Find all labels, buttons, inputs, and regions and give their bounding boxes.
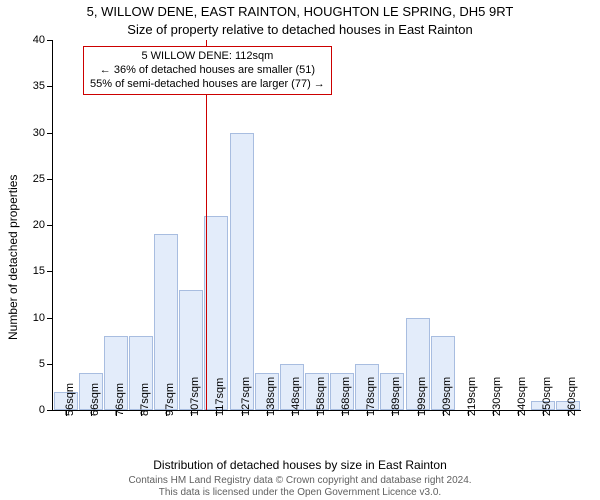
y-tick-label: 15 xyxy=(33,265,45,277)
x-tick-label: 158sqm xyxy=(315,377,327,416)
callout-line: 5 WILLOW DENE: 112sqm xyxy=(90,50,325,64)
x-tick-label: 138sqm xyxy=(265,377,277,416)
callout-line: 55% of semi-detached houses are larger (… xyxy=(90,78,325,92)
y-tick xyxy=(47,40,53,41)
x-tick-label: 240sqm xyxy=(516,377,528,416)
x-tick-label: 66sqm xyxy=(89,383,101,416)
footer-line-1: Contains HM Land Registry data © Crown c… xyxy=(128,475,471,486)
x-tick-label: 97sqm xyxy=(164,383,176,416)
x-tick-label: 107sqm xyxy=(189,377,201,416)
chart-container: 5, WILLOW DENE, EAST RAINTON, HOUGHTON L… xyxy=(0,0,600,500)
y-tick xyxy=(47,318,53,319)
y-tick-label: 20 xyxy=(33,219,45,231)
y-axis-label: Number of detached properties xyxy=(6,175,20,340)
y-tick-label: 10 xyxy=(33,312,45,324)
x-tick-label: 168sqm xyxy=(340,377,352,416)
x-tick-label: 199sqm xyxy=(416,377,428,416)
footer-line-2: This data is licensed under the Open Gov… xyxy=(159,487,441,498)
reference-line xyxy=(206,40,207,410)
y-tick-label: 35 xyxy=(33,80,45,92)
x-tick-label: 189sqm xyxy=(390,377,402,416)
x-tick-label: 260sqm xyxy=(566,377,578,416)
y-tick-label: 5 xyxy=(39,358,45,370)
chart-subtitle: Size of property relative to detached ho… xyxy=(0,22,600,37)
x-tick-label: 230sqm xyxy=(491,377,503,416)
y-tick-label: 30 xyxy=(33,127,45,139)
x-tick-label: 219sqm xyxy=(466,377,478,416)
chart-title: 5, WILLOW DENE, EAST RAINTON, HOUGHTON L… xyxy=(0,4,600,19)
y-tick-label: 40 xyxy=(33,34,45,46)
x-tick-label: 127sqm xyxy=(240,377,252,416)
y-tick xyxy=(47,86,53,87)
y-tick-label: 0 xyxy=(39,404,45,416)
bar xyxy=(230,133,254,411)
x-tick-label: 56sqm xyxy=(64,383,76,416)
x-axis-label: Distribution of detached houses by size … xyxy=(0,458,600,472)
reference-callout: 5 WILLOW DENE: 112sqm← 36% of detached h… xyxy=(83,46,332,95)
y-tick xyxy=(47,225,53,226)
x-tick-label: 209sqm xyxy=(441,377,453,416)
x-tick-label: 76sqm xyxy=(114,383,126,416)
y-tick xyxy=(47,364,53,365)
plot-area: 051015202530354056sqm66sqm76sqm87sqm97sq… xyxy=(52,40,581,411)
y-tick-label: 25 xyxy=(33,173,45,185)
y-tick xyxy=(47,179,53,180)
attribution-footer: Contains HM Land Registry data © Crown c… xyxy=(0,475,600,498)
y-tick xyxy=(47,133,53,134)
y-tick xyxy=(47,271,53,272)
y-tick xyxy=(47,410,53,411)
x-tick-label: 250sqm xyxy=(541,377,553,416)
x-tick-label: 178sqm xyxy=(365,377,377,416)
callout-line: ← 36% of detached houses are smaller (51… xyxy=(90,64,325,78)
x-tick-label: 117sqm xyxy=(214,378,226,416)
x-tick-label: 148sqm xyxy=(290,377,302,416)
x-tick-label: 87sqm xyxy=(139,383,151,416)
